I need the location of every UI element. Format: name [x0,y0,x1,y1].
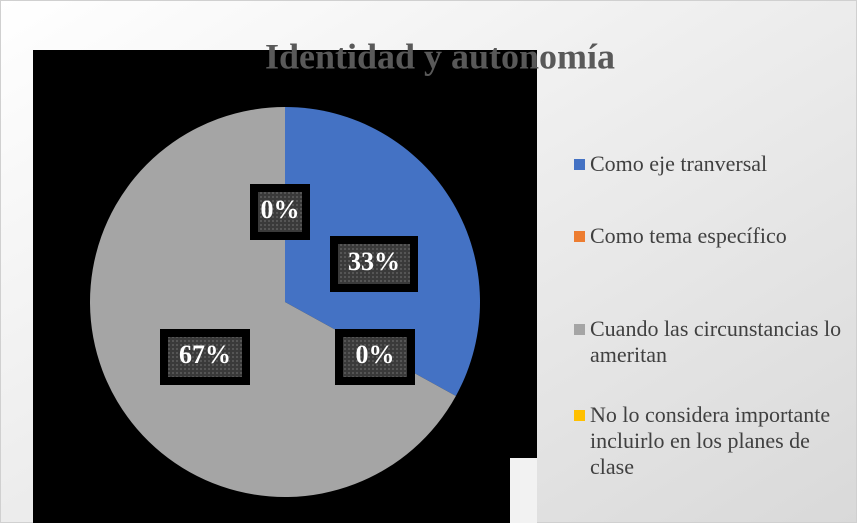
legend-label: Como eje tranversal [590,151,768,176]
pie-slice [89,107,456,497]
legend-label: No lo considera importante incluirlo en … [590,402,831,479]
legend-swatch [574,410,585,421]
data-label-bg [338,244,410,284]
chart-title: Identidad y autonomía [265,36,615,76]
legend-label: Como tema específico [590,223,787,248]
data-label: 0% [356,340,395,369]
legend-swatch [574,324,585,335]
data-label: 0% [261,195,300,224]
legend-swatch [574,231,585,242]
data-label-bg [343,337,407,377]
data-label-bg [258,192,302,232]
data-label-bg [168,337,242,377]
legend-swatch [574,159,585,170]
patch [510,458,537,523]
data-label: 67% [179,340,231,369]
legend-label: Cuando las circunstancias lo ameritan [590,316,842,367]
data-label: 33% [348,247,400,276]
